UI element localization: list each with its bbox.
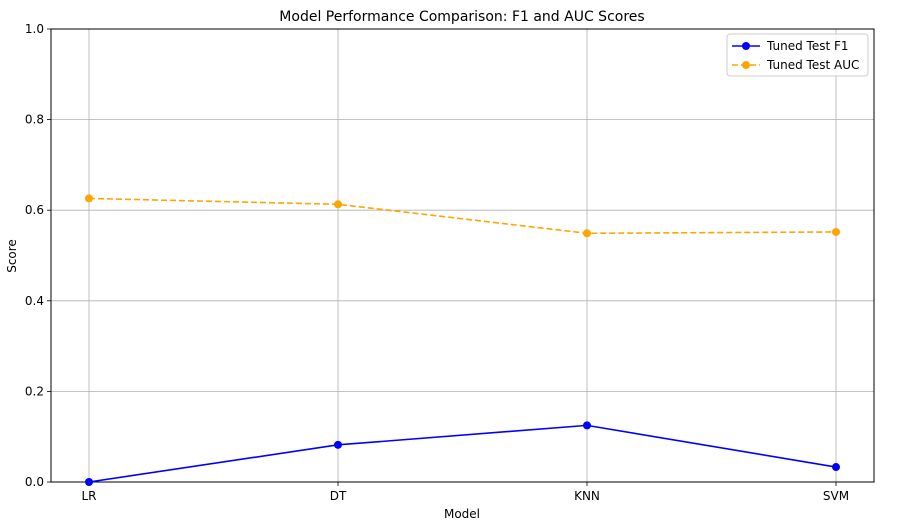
plot-area-frame — [50, 28, 875, 483]
axis-ticks: LR DT KNN SVM 0.0 0.2 0.4 0.6 0.8 1.0 — [25, 22, 849, 503]
legend: Tuned Test F1 Tuned Test AUC — [726, 33, 869, 77]
series-line-auc — [88, 197, 837, 235]
y-tick-label: 1.0 — [25, 22, 44, 36]
y-tick-label: 0.4 — [25, 294, 44, 308]
y-axis-label: Score — [5, 239, 19, 273]
y-tick-label: 0.8 — [25, 113, 44, 127]
x-tick-label: DT — [330, 489, 347, 503]
data-point — [832, 463, 840, 472]
legend-marker — [742, 42, 750, 50]
x-axis-label: Model — [444, 507, 480, 521]
data-point — [334, 200, 342, 209]
data-point — [334, 440, 342, 449]
chart-title: Model Performance Comparison: F1 and AUC… — [279, 9, 644, 25]
data-point — [85, 478, 93, 486]
legend-label: Tuned Test AUC — [766, 58, 859, 72]
x-tick-label: SVM — [823, 489, 849, 503]
series-layer — [85, 194, 840, 486]
legend-label: Tuned Test F1 — [766, 39, 849, 53]
data-point — [583, 229, 591, 238]
y-tick-label: 0.6 — [25, 203, 44, 217]
data-point — [583, 421, 591, 430]
legend-box — [726, 33, 869, 77]
y-tick-label: 0.2 — [25, 384, 44, 398]
x-tick-label: KNN — [574, 489, 600, 503]
grid-lines — [51, 28, 874, 483]
series-line-f1 — [88, 424, 837, 483]
data-point — [832, 227, 840, 236]
x-tick-label: LR — [81, 489, 96, 503]
y-tick-label: 0.0 — [25, 475, 44, 489]
data-point — [85, 194, 93, 203]
legend-marker — [742, 61, 750, 69]
